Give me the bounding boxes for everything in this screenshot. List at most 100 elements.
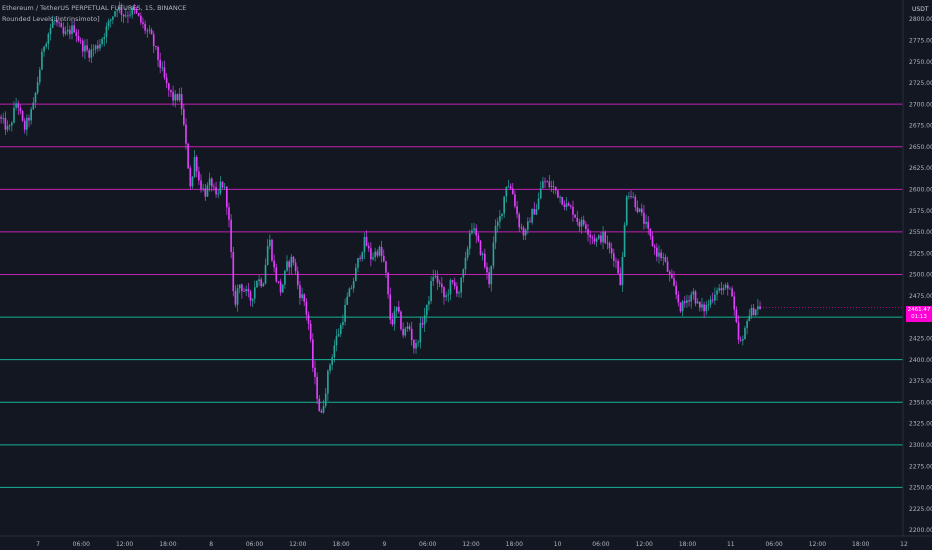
candle-body <box>195 156 198 172</box>
candle-body <box>352 281 355 289</box>
candle-body <box>97 45 99 49</box>
candle-body <box>223 186 226 188</box>
candle-body <box>365 236 368 246</box>
candle-body <box>421 323 424 325</box>
candle-body <box>705 304 708 312</box>
candle-body <box>333 345 336 358</box>
candle-body <box>613 253 615 261</box>
candle-body <box>320 410 323 413</box>
price-tick-label: 2675.00 <box>909 123 932 130</box>
candle-body <box>150 29 153 35</box>
candle-body <box>490 265 493 285</box>
candle-body <box>742 338 744 341</box>
candle-body <box>748 315 751 322</box>
candle-body <box>600 235 602 243</box>
time-tick-label: 06:00 <box>592 541 609 548</box>
candle-body <box>486 266 488 273</box>
candle-body <box>247 288 250 292</box>
candle-body <box>511 188 514 195</box>
candle-body <box>206 185 209 197</box>
candle-body <box>716 290 718 295</box>
candle-body <box>464 257 467 270</box>
candle-body <box>28 117 30 121</box>
candle-body <box>135 8 138 14</box>
candle-body <box>664 257 667 262</box>
time-tick-label: 9 <box>382 541 386 548</box>
candle-body <box>673 278 675 286</box>
candle-body <box>623 224 626 257</box>
candle-body <box>456 286 458 294</box>
candle-body <box>193 156 196 177</box>
currency-label[interactable]: USDT <box>912 6 929 13</box>
candle-body <box>43 46 45 52</box>
candle-body <box>477 235 480 241</box>
candle-body <box>146 30 149 32</box>
time-tick-label: 06:00 <box>246 541 263 548</box>
candle-body <box>509 186 512 189</box>
candle-body <box>204 188 207 197</box>
candle-body <box>2 118 5 119</box>
candle-body <box>159 59 161 68</box>
current-price-value: 2461.47 <box>907 307 931 313</box>
candle-body <box>275 267 278 282</box>
time-axis[interactable]: 7 06:00 12:00 18:00 8 06:00 12:00 18:00 9 06:00 12… <box>36 541 908 548</box>
candle-body <box>443 287 445 298</box>
candle-body <box>174 94 177 101</box>
candle-body <box>251 298 254 301</box>
candle-body <box>202 188 204 190</box>
candle-body <box>342 321 344 326</box>
candle-body <box>436 275 439 283</box>
candle-body <box>733 296 736 310</box>
candle-body <box>266 246 269 265</box>
candle-body <box>148 29 151 31</box>
time-tick-label: 06:00 <box>765 541 782 548</box>
indicator-label[interactable]: Rounded Levels [Intrinsimoto] <box>2 15 100 23</box>
price-tick-label: 2275.00 <box>909 463 932 470</box>
candle-body <box>41 51 43 70</box>
candle-body <box>604 232 607 243</box>
symbol-title: Ethereum / TetherUS PERPETUAL FUTURES, 1… <box>2 4 187 12</box>
candle-body <box>428 301 430 305</box>
candle-body <box>165 77 168 84</box>
time-tick-label: 12:00 <box>809 541 826 548</box>
price-tick-label: 2250.00 <box>909 485 932 492</box>
candle-body <box>15 103 17 108</box>
candle-body <box>718 288 720 291</box>
candle-body <box>754 309 757 316</box>
candle-body <box>722 287 725 291</box>
candle-body <box>488 272 490 285</box>
candle-body <box>219 181 222 194</box>
candle-body <box>73 25 75 33</box>
time-tick-label: 18:00 <box>852 541 869 548</box>
candle-body <box>348 288 351 297</box>
candle-body <box>647 221 650 229</box>
candle-body <box>458 292 460 294</box>
candle-body <box>752 307 755 316</box>
candle-body <box>619 273 622 285</box>
candle-body <box>671 274 673 279</box>
candle-body <box>129 14 131 16</box>
candle-body <box>256 281 258 288</box>
candle-body <box>527 221 529 230</box>
candle-body <box>228 207 230 220</box>
candle-body <box>415 343 417 349</box>
candle-body <box>142 22 144 24</box>
candle-body <box>180 94 183 110</box>
price-tick-label: 2575.00 <box>909 208 932 215</box>
candle-body <box>559 196 561 198</box>
candle-body <box>679 302 682 312</box>
candle-body <box>677 294 680 303</box>
candle-body <box>109 19 112 21</box>
candle-body <box>602 232 604 243</box>
candle-body <box>587 229 589 235</box>
price-tick-label: 2650.00 <box>909 144 932 151</box>
candle-body <box>178 94 181 101</box>
candle-body <box>643 212 645 224</box>
candle-body <box>116 10 118 12</box>
candle-body <box>634 196 637 208</box>
time-tick-label: 11 <box>727 541 735 548</box>
candle-body <box>286 261 288 271</box>
candle-body <box>395 306 398 312</box>
candle-body <box>331 357 333 365</box>
